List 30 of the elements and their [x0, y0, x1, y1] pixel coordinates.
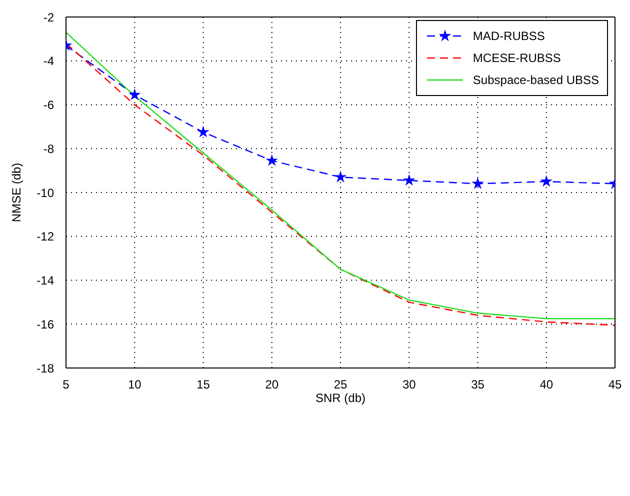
x-tick-label: 35	[471, 378, 485, 392]
legend-label: MCESE-RUBSS	[472, 51, 561, 65]
legend-label: Subspace-based UBSS	[472, 73, 599, 87]
legend-label: MAD-RUBSS	[472, 29, 545, 43]
x-axis-title: SNR (db)	[315, 391, 366, 405]
point	[335, 172, 346, 182]
y-tick-label: -6	[43, 98, 54, 112]
y-tick-label: -14	[36, 274, 54, 288]
y-tick-label: -18	[36, 361, 54, 376]
y-tick-label: -12	[36, 230, 54, 244]
y-tick-label: -2	[43, 10, 54, 24]
y-axis-title: NMSE (db)	[9, 162, 24, 222]
point	[404, 175, 414, 185]
x-tick-label: 25	[334, 378, 348, 392]
x-tick-label: 10	[128, 378, 142, 392]
point	[472, 178, 483, 188]
x-tick-label: 40	[540, 378, 554, 392]
y-tick-label: -4	[43, 54, 54, 68]
y-tick-label: -10	[36, 186, 54, 200]
point	[130, 90, 140, 100]
y-tick-label: -16	[36, 317, 54, 332]
point	[266, 155, 277, 166]
point	[198, 126, 208, 137]
x-tick-label: 20	[265, 378, 279, 392]
point	[541, 176, 552, 186]
y-tick-label: -8	[43, 142, 54, 156]
x-tick-label: 30	[402, 378, 416, 392]
x-tick-label: 5	[62, 378, 70, 392]
x-tick-label: 45	[608, 378, 622, 392]
x-tick-label: 15	[196, 378, 210, 392]
